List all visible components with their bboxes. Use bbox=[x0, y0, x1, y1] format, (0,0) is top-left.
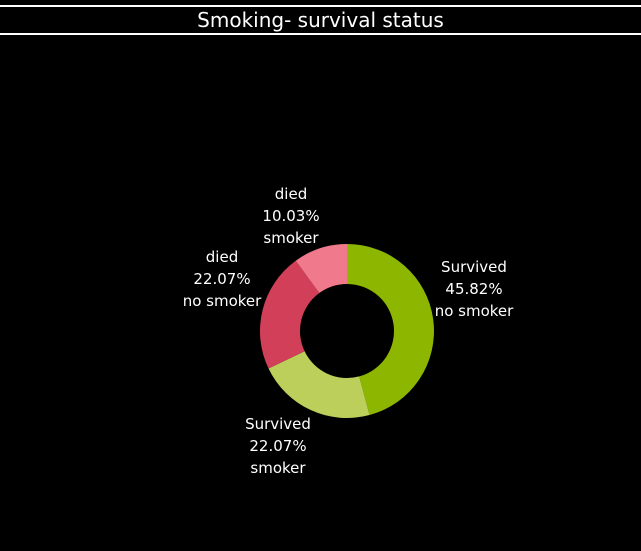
slice-label-group: smoker bbox=[263, 229, 319, 247]
slice-label: died 10.03% smoker bbox=[262, 183, 319, 249]
slice-label: Survived 22.07% smoker bbox=[245, 413, 311, 479]
donut-slice-died-no-smoker bbox=[260, 260, 320, 369]
donut-slice-survived-no-smoker bbox=[347, 244, 434, 416]
chart-title: Smoking- survival status bbox=[0, 5, 641, 35]
donut-slice-died-smoker bbox=[295, 244, 347, 294]
donut-slice-survived-smoker bbox=[268, 351, 370, 419]
slice-label: died 22.07% no smoker bbox=[183, 246, 262, 312]
slice-label-group: no smoker bbox=[182, 292, 262, 310]
slice-label-status: died bbox=[274, 185, 308, 203]
slice-label-status: Survived bbox=[441, 258, 507, 276]
slice-label-status: died bbox=[205, 248, 239, 266]
slice-label-status: Survived bbox=[245, 415, 311, 433]
slice-label-value-label: 10.03% bbox=[262, 207, 320, 225]
slice-label-value-label: 22.07% bbox=[249, 437, 307, 455]
slice-label: Survived 45.82% no smoker bbox=[435, 256, 514, 322]
slice-label-value-label: 45.82% bbox=[445, 280, 503, 298]
slice-label-value-label: 22.07% bbox=[193, 270, 251, 288]
slice-label-group: smoker bbox=[250, 459, 306, 477]
slice-label-group: no smoker bbox=[434, 302, 514, 320]
